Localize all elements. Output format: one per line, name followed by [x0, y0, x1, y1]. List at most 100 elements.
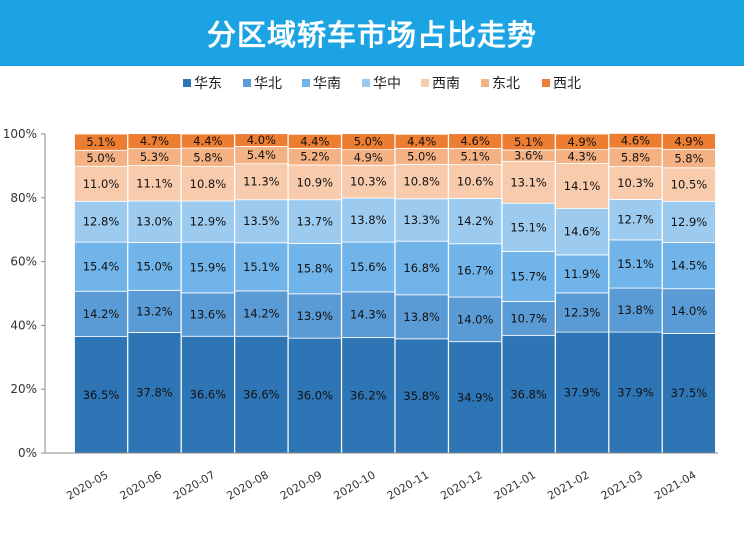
data-label: 11.9%	[564, 267, 601, 281]
bar-segment	[127, 242, 182, 291]
data-label: 14.2%	[83, 307, 120, 321]
bar-segment	[608, 331, 663, 454]
x-tick-label: 2021-03	[599, 468, 645, 502]
data-label: 10.8%	[403, 175, 440, 189]
y-tick-label: 0%	[18, 446, 37, 460]
data-label: 5.8%	[621, 150, 650, 164]
data-label: 15.0%	[136, 259, 173, 273]
data-label: 5.8%	[674, 152, 703, 166]
bar-segment	[555, 207, 609, 256]
bar-segment	[394, 163, 449, 200]
bar-segment	[501, 161, 556, 204]
legend-swatch-2	[243, 79, 251, 87]
data-label: 10.8%	[190, 177, 227, 191]
data-label: 12.8%	[83, 215, 120, 229]
data-label: 14.2%	[243, 307, 280, 321]
data-label: 36.6%	[190, 388, 227, 402]
data-label: 37.8%	[136, 386, 173, 400]
data-label: 5.1%	[514, 135, 543, 149]
bar-segment	[341, 133, 396, 151]
bar-segment	[394, 294, 449, 340]
data-label: 5.2%	[300, 150, 329, 164]
data-label: 15.1%	[617, 257, 654, 271]
chart-title: 分区域轿车市场占比走势	[206, 18, 537, 52]
data-label: 12.9%	[190, 215, 227, 229]
bar-segment	[234, 163, 289, 201]
y-tick-label: 40%	[10, 318, 37, 332]
y-axis: 0% 20% 40% 60% 80% 100%	[3, 127, 46, 460]
data-label: 15.1%	[510, 220, 547, 234]
data-label: 10.3%	[350, 175, 387, 189]
legend-label-6: 东北	[492, 76, 520, 92]
data-label: 12.7%	[617, 213, 654, 227]
data-label: 5.3%	[140, 150, 169, 164]
y-tick-label: 80%	[10, 191, 37, 205]
data-label: 13.8%	[617, 303, 654, 317]
bar-segment	[662, 167, 716, 202]
data-label: 37.5%	[671, 386, 708, 400]
bar-segment	[180, 241, 235, 294]
x-tick-label: 2021-04	[652, 468, 698, 502]
legend-swatch-3	[302, 79, 310, 87]
bar-segment	[555, 292, 609, 333]
bar-segment	[448, 198, 503, 245]
bar-segment	[394, 240, 449, 296]
data-label: 14.0%	[671, 304, 708, 318]
data-label: 16.7%	[457, 263, 494, 277]
data-label: 14.5%	[671, 259, 708, 273]
bar-segment	[127, 200, 182, 243]
x-tick-label: 2020-09	[278, 468, 324, 502]
bar-segment	[234, 133, 289, 147]
data-label: 5.0%	[86, 151, 115, 165]
bar-segment	[234, 242, 289, 292]
data-label: 5.8%	[193, 150, 222, 164]
bar-segment	[341, 291, 396, 338]
data-label: 4.4%	[193, 134, 222, 148]
x-tick-label: 2020-11	[385, 468, 431, 502]
x-tick-label: 2020-08	[225, 468, 271, 502]
bar-segment	[234, 199, 289, 244]
bar-segment	[608, 287, 663, 333]
legend-swatch-4	[362, 79, 370, 87]
bar-segment	[394, 338, 449, 454]
x-tick-label: 2020-06	[118, 468, 164, 502]
data-label: 13.9%	[297, 309, 334, 323]
bar-segment	[341, 337, 396, 454]
legend-swatch-7	[542, 79, 550, 87]
data-label: 4.9%	[674, 134, 703, 148]
bar-segment	[127, 165, 182, 202]
data-label: 4.4%	[407, 134, 436, 148]
bar-segment	[448, 133, 503, 149]
data-label: 35.8%	[403, 389, 440, 403]
bar-segment	[74, 290, 128, 337]
bar-segment	[555, 133, 609, 151]
data-label: 15.1%	[243, 260, 280, 274]
x-tick-label: 2021-02	[545, 468, 591, 502]
data-label: 36.2%	[350, 388, 387, 402]
data-label: 34.9%	[457, 390, 494, 404]
bar-segment	[341, 197, 396, 243]
data-label: 14.1%	[564, 179, 601, 193]
bar-segment	[608, 198, 663, 241]
data-label: 5.0%	[354, 135, 383, 149]
data-label: 15.8%	[297, 262, 334, 276]
stacked-bar-chart: 华东 华北 华南 华中 西南 东北 西北 0% 20% 40% 60% 80% 100% 36.5% 1…	[3, 76, 718, 503]
bar-segment	[555, 331, 609, 454]
bar-segment	[662, 200, 716, 243]
data-label: 4.4%	[300, 134, 329, 148]
data-label: 4.6%	[621, 134, 650, 148]
legend-label-3: 华南	[313, 76, 341, 92]
data-label: 12.3%	[564, 305, 601, 319]
data-label: 11.3%	[243, 175, 280, 189]
legend-label-4: 华中	[373, 76, 401, 92]
x-axis: 2020-05 2020-06 2020-07 2020-08 2020-09 2020-…	[45, 452, 718, 503]
bar-segment	[662, 133, 716, 150]
data-label: 36.5%	[83, 388, 120, 402]
data-label: 11.0%	[83, 177, 120, 191]
bar-segment	[287, 164, 342, 201]
y-tick-label: 60%	[10, 255, 37, 269]
data-label: 14.2%	[457, 214, 494, 228]
title-bar: 分区域轿车市场占比走势	[0, 0, 744, 66]
data-label: 37.9%	[617, 386, 654, 400]
data-label: 4.0%	[247, 133, 276, 147]
